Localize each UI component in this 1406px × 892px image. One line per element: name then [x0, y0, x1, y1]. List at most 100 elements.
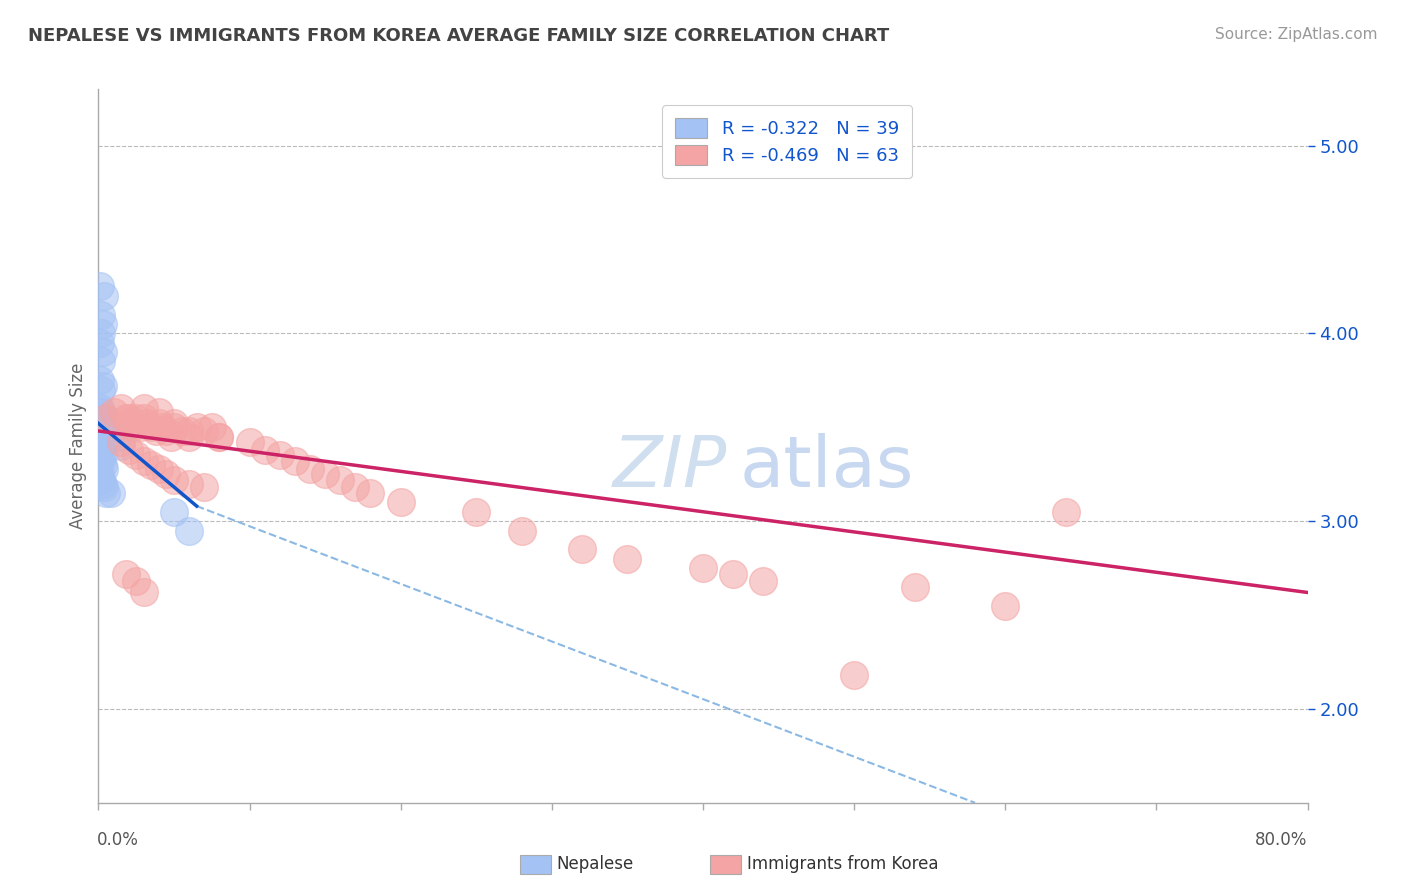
Point: [360, 486, 382, 500]
Point: [723, 566, 745, 581]
Point: [752, 574, 775, 589]
Text: atlas: atlas: [740, 433, 914, 502]
Point: [91, 435, 114, 450]
Point: [179, 424, 201, 438]
Point: [94, 486, 117, 500]
Text: 0.0%: 0.0%: [97, 831, 139, 849]
Point: [329, 473, 352, 487]
Text: ZIP: ZIP: [613, 433, 727, 502]
Point: [239, 435, 262, 450]
Point: [129, 420, 152, 434]
Point: [904, 580, 927, 594]
Point: [299, 461, 322, 475]
Point: [389, 495, 412, 509]
Point: [314, 467, 336, 482]
Point: [132, 454, 155, 468]
Point: [90, 473, 112, 487]
Point: [93, 461, 115, 475]
Point: [91, 458, 114, 472]
Point: [994, 599, 1017, 613]
Point: [155, 467, 177, 482]
Point: [148, 417, 170, 431]
Point: [125, 574, 148, 589]
Point: [186, 420, 208, 434]
Point: [89, 467, 111, 482]
Point: [89, 429, 111, 443]
Point: [91, 345, 114, 359]
Point: [163, 420, 186, 434]
Point: [465, 505, 488, 519]
Point: [118, 417, 141, 431]
Point: [155, 424, 177, 438]
Point: [571, 542, 593, 557]
Point: [141, 420, 163, 434]
Point: [163, 417, 186, 431]
Point: [121, 420, 143, 434]
Point: [118, 442, 141, 457]
Point: [132, 401, 155, 416]
Point: [692, 561, 714, 575]
Point: [91, 446, 114, 460]
Point: [89, 449, 111, 463]
Legend: R = -0.322   N = 39, R = -0.469   N = 63: R = -0.322 N = 39, R = -0.469 N = 63: [662, 105, 911, 178]
Point: [163, 505, 186, 519]
Point: [284, 454, 307, 468]
Point: [145, 424, 167, 438]
Point: [89, 373, 111, 387]
Point: [89, 420, 111, 434]
Text: Nepalese: Nepalese: [557, 855, 634, 873]
Point: [93, 480, 115, 494]
Point: [132, 585, 155, 599]
Point: [1054, 505, 1077, 519]
Text: Source: ZipAtlas.com: Source: ZipAtlas.com: [1215, 27, 1378, 42]
Point: [90, 424, 112, 438]
Point: [141, 458, 163, 472]
Point: [170, 424, 193, 438]
Point: [114, 410, 136, 425]
Point: [90, 454, 112, 468]
Point: [91, 379, 114, 393]
Point: [114, 566, 136, 581]
Point: [132, 410, 155, 425]
Point: [90, 383, 112, 397]
Point: [150, 420, 173, 434]
Point: [89, 439, 111, 453]
Point: [110, 435, 132, 450]
Point: [89, 410, 111, 425]
Point: [110, 401, 132, 416]
Point: [208, 429, 231, 443]
Point: [135, 417, 157, 431]
Text: Immigrants from Korea: Immigrants from Korea: [747, 855, 938, 873]
Point: [90, 432, 112, 446]
Point: [90, 326, 112, 341]
Point: [148, 461, 170, 475]
Text: 80.0%: 80.0%: [1256, 831, 1308, 849]
Point: [91, 476, 114, 491]
Point: [125, 449, 148, 463]
Point: [253, 442, 276, 457]
Text: NEPALESE VS IMMIGRANTS FROM KOREA AVERAGE FAMILY SIZE CORRELATION CHART: NEPALESE VS IMMIGRANTS FROM KOREA AVERAG…: [28, 27, 890, 45]
Point: [148, 405, 170, 419]
Point: [125, 410, 148, 425]
Point: [616, 551, 638, 566]
Point: [105, 429, 128, 443]
Point: [90, 442, 112, 457]
Point: [179, 429, 201, 443]
Point: [118, 410, 141, 425]
Point: [90, 308, 112, 322]
Point: [193, 480, 215, 494]
Point: [510, 524, 533, 538]
Point: [163, 473, 186, 487]
Point: [94, 410, 117, 425]
Point: [179, 476, 201, 491]
Point: [89, 279, 111, 293]
Point: [208, 429, 231, 443]
Point: [103, 420, 125, 434]
Point: [91, 317, 114, 331]
Point: [89, 401, 111, 416]
Point: [90, 354, 112, 368]
Point: [90, 405, 112, 419]
Point: [269, 449, 291, 463]
Point: [160, 429, 183, 443]
Point: [110, 439, 132, 453]
